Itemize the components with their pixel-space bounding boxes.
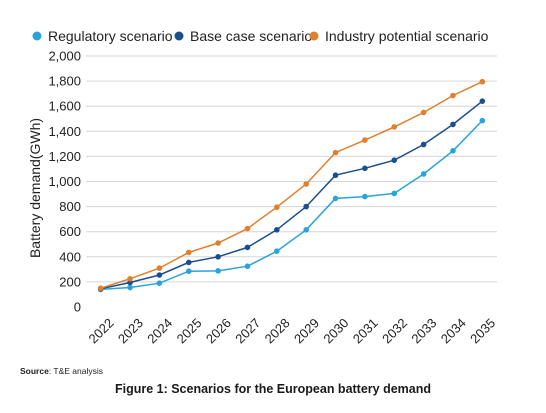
data-point [362, 193, 368, 200]
data-point [215, 253, 221, 260]
x-tick-label: 2029 [291, 315, 322, 346]
x-tick-label: 2028 [262, 315, 293, 346]
legend-label: Industry potential scenario [325, 28, 489, 44]
y-axis-label: Battery demand(GWh) [27, 118, 43, 258]
data-point [244, 225, 251, 232]
data-point [391, 157, 398, 163]
data-point [156, 265, 163, 271]
data-point [156, 272, 163, 278]
data-point [215, 268, 221, 274]
y-tick-label: 800 [59, 199, 81, 214]
data-point [420, 109, 427, 116]
y-tick-label: 1,600 [48, 99, 81, 114]
data-point [215, 240, 221, 246]
series-industry-potential-scenario [97, 78, 486, 291]
y-tick-label: 400 [59, 249, 81, 264]
data-point [450, 121, 456, 128]
series-line [100, 100, 483, 290]
data-point [391, 190, 398, 197]
legend-marker [309, 31, 319, 41]
legend-label: Base case scenario [190, 28, 312, 44]
data-point [362, 165, 368, 172]
y-axis-ticks: 0 200 400 600 800 1,000 1,200 1,400 1,600 1,800 2,… [48, 49, 81, 315]
y-tick-label: 1,200 [48, 149, 81, 164]
x-tick-label: 2025 [174, 315, 205, 346]
data-point [274, 227, 280, 233]
series-line [100, 120, 483, 291]
data-point [274, 248, 280, 254]
data-point [156, 280, 163, 286]
x-tick-label: 2035 [467, 315, 498, 346]
y-tick-label: 1,400 [48, 124, 81, 139]
data-point [274, 204, 280, 211]
y-tick-label: 0 [74, 300, 81, 315]
data-point [332, 149, 339, 156]
legend-label: Regulatory scenario [48, 28, 173, 44]
data-point [420, 171, 427, 177]
x-tick-label: 2033 [408, 315, 439, 346]
source-label: Source [20, 366, 49, 376]
data-point [127, 284, 133, 291]
data-point [332, 195, 339, 202]
data-point [185, 259, 192, 266]
x-tick-label: 2024 [144, 315, 175, 346]
data-point [479, 117, 486, 124]
x-tick-label: 2023 [115, 315, 146, 346]
x-tick-label: 2027 [232, 315, 263, 346]
y-tick-label: 600 [59, 224, 81, 239]
y-tick-label: 2,000 [48, 49, 81, 64]
x-axis-ticks: 2022202320242025202620272028202920302031… [86, 315, 499, 346]
legend-marker [32, 31, 42, 41]
data-point [185, 249, 192, 256]
data-point [303, 203, 309, 210]
x-tick-label: 2026 [203, 315, 234, 346]
data-point [332, 172, 339, 179]
x-tick-label: 2030 [320, 315, 351, 346]
legend-marker [174, 31, 184, 41]
data-point [362, 137, 368, 143]
source-note: Source: T&E analysis [20, 366, 103, 376]
data-point [450, 147, 456, 154]
data-point [244, 244, 251, 251]
grid-lines [86, 55, 497, 283]
data-point [185, 268, 192, 275]
source-text: : T&E analysis [48, 366, 103, 376]
data-point [391, 124, 398, 130]
battery-demand-chart: Regulatory scenario Base case scenario Ind… [27, 28, 499, 346]
data-point [244, 263, 251, 270]
data-point [303, 181, 309, 187]
series-regulatory-scenario [97, 117, 486, 293]
data-point [420, 141, 427, 148]
data-point [450, 92, 456, 99]
figure-caption: Figure 1: Scenarios for the European bat… [114, 382, 432, 396]
x-tick-label: 2031 [350, 315, 381, 346]
y-tick-label: 1,000 [48, 174, 81, 189]
series-group [97, 78, 486, 293]
y-tick-label: 1,800 [48, 74, 81, 89]
series-line [100, 81, 483, 289]
x-tick-label: 2022 [86, 315, 117, 346]
x-tick-label: 2034 [438, 315, 469, 346]
data-point [97, 285, 104, 291]
x-tick-label: 2032 [379, 315, 410, 346]
y-tick-label: 200 [59, 274, 81, 289]
chart-legend: Regulatory scenario Base case scenario Ind… [32, 28, 489, 44]
data-point [127, 275, 133, 282]
data-point [303, 227, 309, 233]
data-point [479, 78, 486, 85]
data-point [479, 98, 486, 104]
